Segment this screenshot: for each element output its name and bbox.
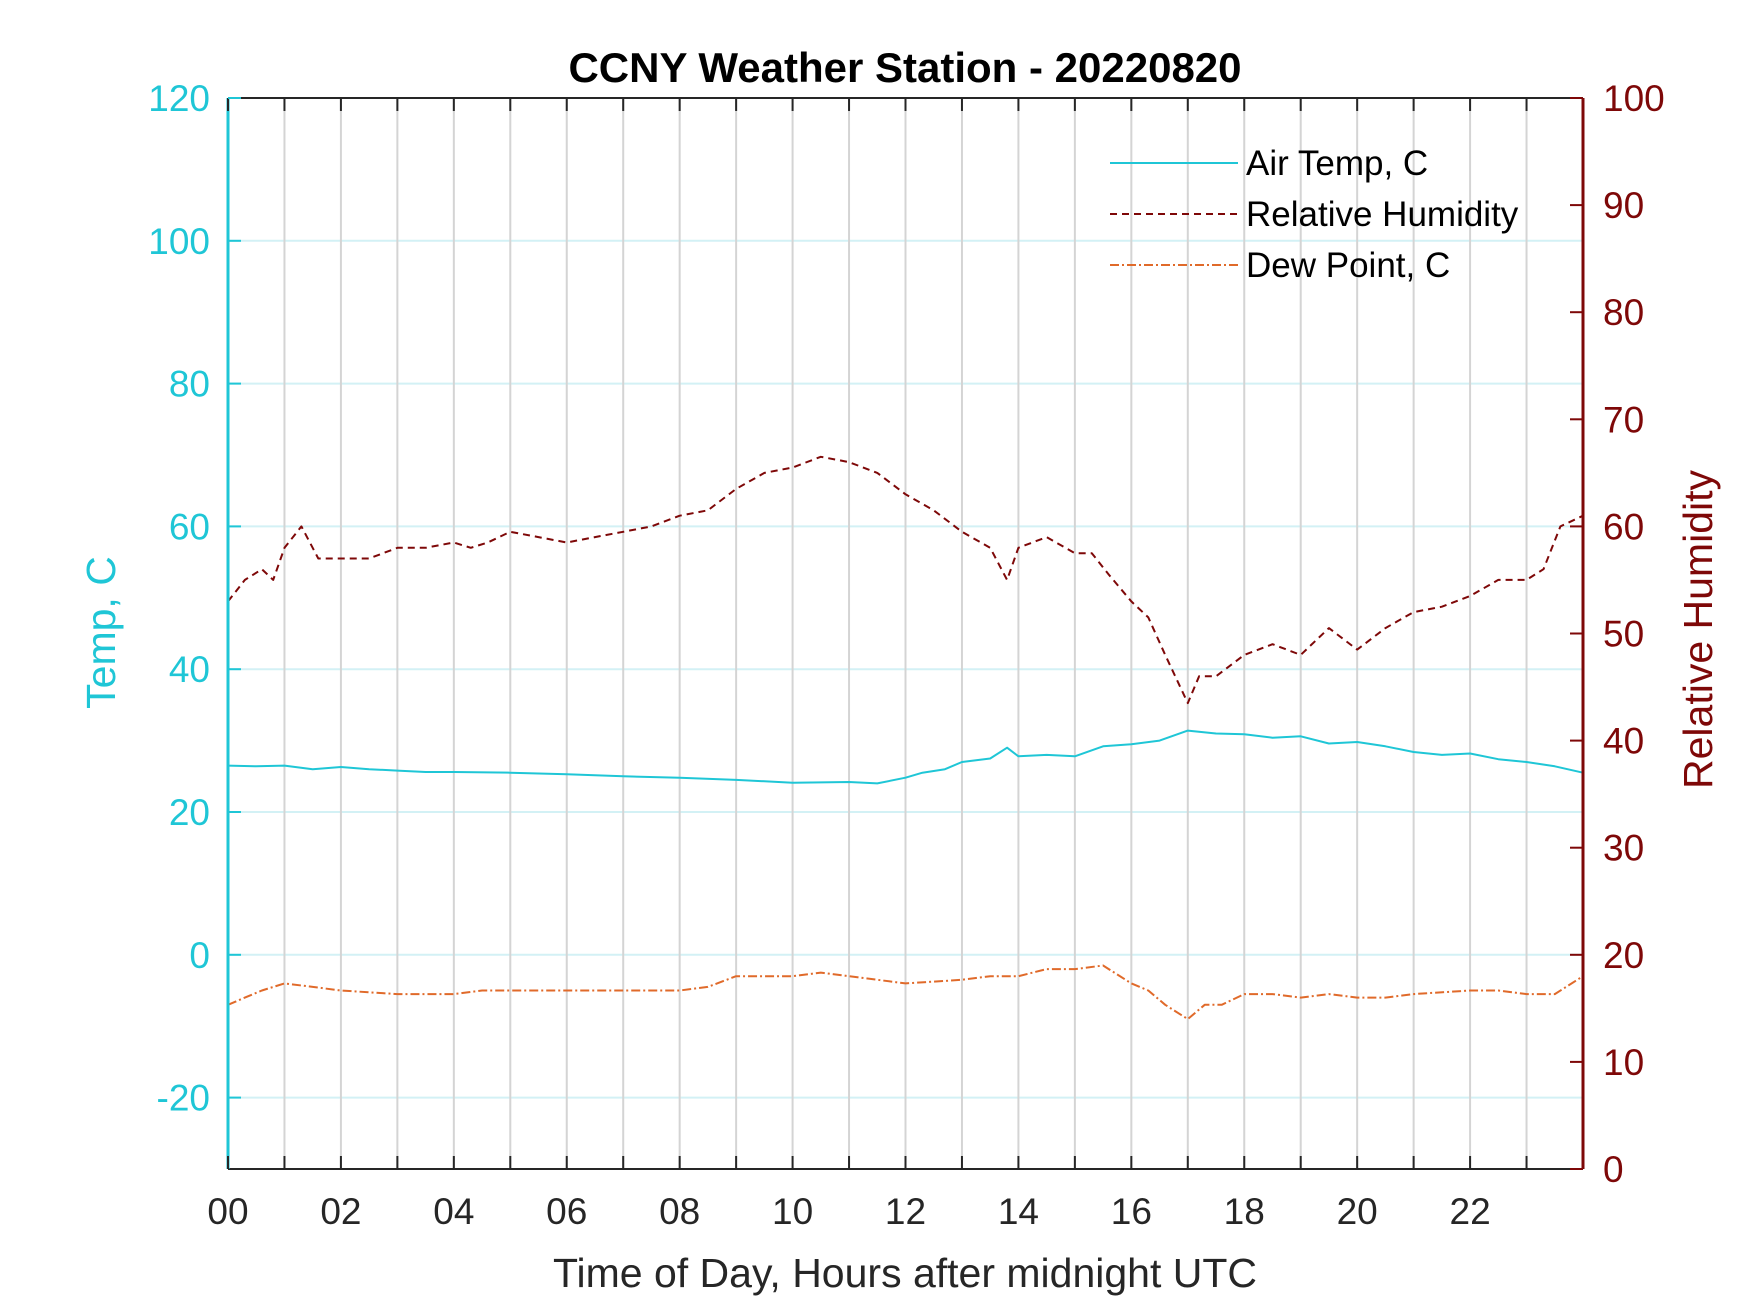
x-tick-label: 14 (998, 1191, 1039, 1232)
y-tick-label-right: 0 (1603, 1149, 1624, 1190)
y-tick-label-right: 40 (1603, 721, 1644, 762)
legend: Air Temp, C Relative Humidity Dew Point, C (1110, 144, 1519, 285)
x-tick-label: 02 (320, 1191, 361, 1232)
x-tick-label: 08 (659, 1191, 700, 1232)
y-tick-label-right: 20 (1603, 935, 1644, 976)
x-tick-label: 18 (1224, 1191, 1265, 1232)
x-tick-label: 06 (546, 1191, 587, 1232)
x-tick-label: 00 (207, 1191, 248, 1232)
y-tick-label-right: 60 (1603, 506, 1644, 547)
x-tick-label: 10 (772, 1191, 813, 1232)
y-tick-label-left: 120 (148, 78, 210, 119)
x-axis-label: Time of Day, Hours after midnight UTC (553, 1250, 1257, 1296)
series-layer (227, 455, 1584, 1021)
y-tick-label-right: 50 (1603, 614, 1644, 655)
y-tick-label-right: 70 (1603, 399, 1644, 440)
y-tick-label-right: 90 (1603, 185, 1644, 226)
y-tick-label-left: 80 (169, 364, 210, 405)
y-tick-label-right: 30 (1603, 828, 1644, 869)
x-tick-label: 12 (885, 1191, 926, 1232)
x-tick-label: 20 (1337, 1191, 1378, 1232)
y-tick-label-left: 100 (148, 221, 210, 262)
y-tick-label-right: 80 (1603, 292, 1644, 333)
y-tick-label-left: -20 (157, 1078, 210, 1119)
x-tick-label: 04 (433, 1191, 474, 1232)
series-line-relative-humidity (227, 455, 1584, 705)
axes-layer: 00 02 04 06 08 10 12 14 16 18 20 22-200204060801001… (148, 78, 1664, 1232)
series-line-air-temp (227, 729, 1584, 785)
y-tick-label-left: 20 (169, 792, 210, 833)
chart-title: CCNY Weather Station - 20220820 (568, 44, 1241, 91)
y-tick-label-left: 60 (169, 506, 210, 547)
y-tick-label-left: 0 (189, 935, 210, 976)
y-tick-label-left: 40 (169, 649, 210, 690)
x-tick-label: 16 (1111, 1191, 1152, 1232)
legend-label: Dew Point, C (1246, 246, 1450, 285)
x-tick-label: 22 (1450, 1191, 1491, 1232)
series-line-dew-point (227, 964, 1584, 1021)
grid-layer (227, 97, 1583, 1169)
y-tick-label-right: 10 (1603, 1042, 1644, 1083)
legend-label: Air Temp, C (1246, 144, 1428, 183)
y-axis-label-left: Temp, C (78, 556, 124, 709)
y-tick-label-right: 100 (1603, 78, 1665, 119)
y-axis-label-right: Relative Humidity (1675, 470, 1721, 789)
legend-label: Relative Humidity (1246, 195, 1519, 234)
